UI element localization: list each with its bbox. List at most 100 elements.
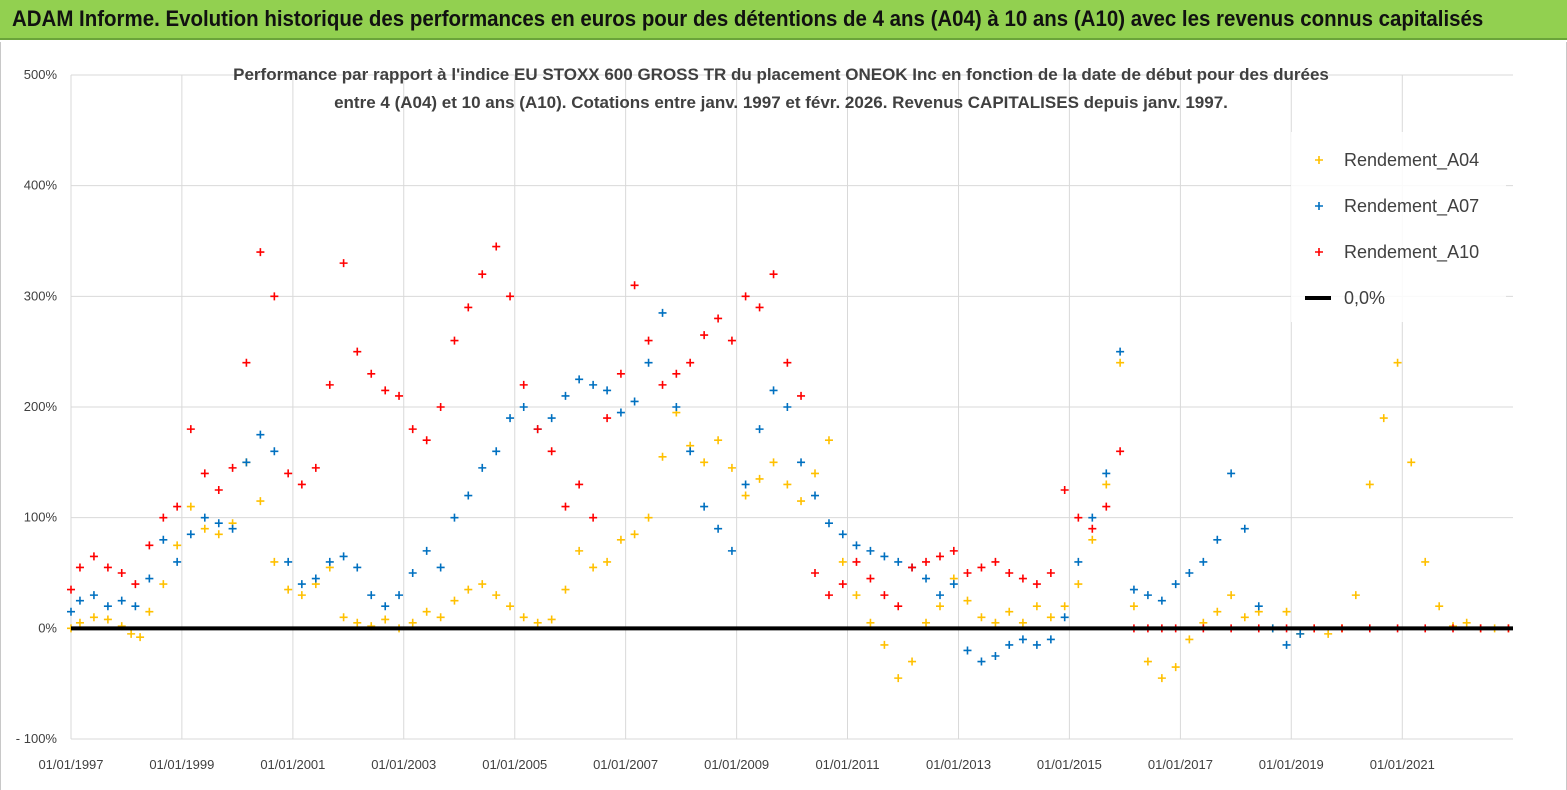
data-point <box>1046 635 1055 644</box>
data-point <box>1129 602 1138 611</box>
x-tick-label: 01/01/1999 <box>149 757 214 772</box>
data-point <box>824 591 833 600</box>
data-point <box>1005 640 1014 649</box>
data-point <box>533 618 542 627</box>
data-point <box>1005 569 1014 577</box>
data-point <box>325 380 334 389</box>
chart-area: 500% 400% 300% 200% 100% 0% - 100% 01/01/1997 0… <box>0 42 1567 790</box>
data-point <box>159 535 168 544</box>
x-tick-label: 01/01/1997 <box>38 757 103 772</box>
data-point <box>381 386 390 395</box>
data-point <box>103 615 112 624</box>
data-point <box>1116 358 1125 367</box>
data-point <box>630 530 639 539</box>
data-point <box>922 618 931 627</box>
data-point <box>727 463 736 472</box>
data-point <box>297 480 306 489</box>
data-point <box>1324 629 1333 638</box>
data-point <box>436 403 445 411</box>
data-point <box>1046 613 1055 622</box>
data-point <box>838 580 847 589</box>
data-point <box>658 308 667 317</box>
data-point <box>880 591 889 600</box>
data-point <box>1018 574 1027 583</box>
data-point <box>1060 602 1069 611</box>
data-point <box>1213 535 1222 544</box>
data-point <box>1018 635 1027 644</box>
data-point <box>228 524 237 533</box>
data-point <box>284 557 293 566</box>
data-point <box>75 618 84 627</box>
data-point <box>644 513 653 522</box>
data-point <box>214 519 223 528</box>
data-point <box>89 591 98 600</box>
data-point <box>422 546 431 555</box>
data-point <box>311 463 320 472</box>
data-point <box>1102 469 1111 478</box>
data-point <box>977 657 986 666</box>
legend-label: Rendement_A07 <box>1344 196 1479 217</box>
chart-title-line-2: entre 4 (A04) et 10 ans (A10). Cotations… <box>334 93 1228 112</box>
data-point <box>89 552 98 561</box>
data-point <box>1032 580 1041 589</box>
data-point <box>741 491 750 500</box>
data-point <box>242 458 251 467</box>
data-point <box>755 303 764 312</box>
y-axis-ticks: 500% 400% 300% 200% 100% 0% - 100% <box>16 67 58 746</box>
data-point <box>103 602 112 611</box>
data-point <box>506 292 515 301</box>
data-point <box>492 242 501 251</box>
data-point <box>589 380 598 389</box>
data-point <box>741 292 750 301</box>
data-point <box>186 502 195 511</box>
data-point <box>1351 591 1360 600</box>
data-point <box>714 314 723 323</box>
data-point <box>1282 640 1291 649</box>
data-point <box>894 557 903 566</box>
data-point <box>783 358 792 367</box>
data-point <box>797 497 806 506</box>
data-point <box>506 414 515 423</box>
data-point <box>589 563 598 572</box>
data-point <box>1254 602 1263 611</box>
data-point <box>658 452 667 461</box>
data-point <box>395 591 404 600</box>
data-point <box>700 458 709 467</box>
data-point <box>700 502 709 511</box>
data-point <box>256 248 265 257</box>
data-point <box>1393 358 1402 367</box>
x-tick-label: 01/01/2001 <box>260 757 325 772</box>
data-point <box>783 403 792 411</box>
data-point <box>200 513 209 522</box>
data-point <box>1018 618 1027 627</box>
data-point <box>686 358 695 367</box>
legend-plus-marker <box>1315 156 1323 164</box>
data-point <box>1379 414 1388 423</box>
data-point <box>173 557 182 566</box>
data-point <box>1060 613 1069 622</box>
y-tick-label: 0% <box>38 620 57 635</box>
data-point <box>714 524 723 533</box>
data-point <box>478 270 487 279</box>
data-point <box>1157 596 1166 605</box>
data-point <box>963 569 972 577</box>
data-point <box>75 596 84 605</box>
data-point <box>136 633 145 642</box>
data-point <box>755 474 764 483</box>
data-point <box>561 585 570 594</box>
data-point <box>866 574 875 583</box>
data-point <box>991 652 1000 660</box>
data-point <box>353 618 362 627</box>
data-point <box>145 574 154 583</box>
data-point <box>700 331 709 340</box>
x-tick-label: 01/01/2019 <box>1259 757 1324 772</box>
data-point <box>1116 447 1125 456</box>
data-point <box>949 546 958 555</box>
chart-title-line-1: Performance par rapport à l'indice EU ST… <box>233 65 1329 84</box>
data-point <box>1102 480 1111 489</box>
data-point <box>533 425 542 434</box>
legend: Rendement_A04 Rendement_A07 Rendement_A10 0… <box>1291 132 1506 322</box>
data-point <box>1143 657 1152 666</box>
data-point <box>519 613 528 622</box>
data-point <box>894 674 903 683</box>
